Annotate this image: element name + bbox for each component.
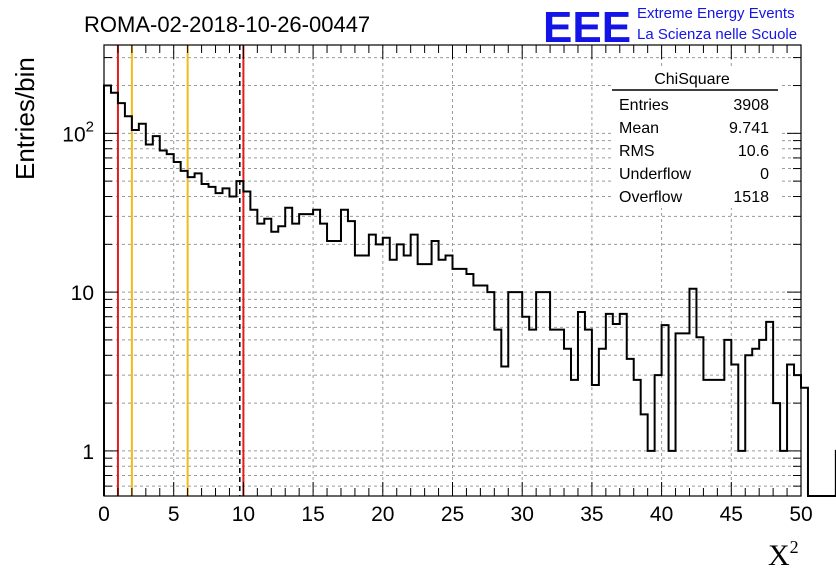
stats-name: ChiSquare — [654, 71, 730, 88]
x-tick-label: 10 — [232, 503, 255, 526]
y-tick-label: 1 — [82, 441, 94, 464]
eee-logo: EEE Extreme Energy Events La Scienza nel… — [543, 3, 797, 52]
stats-rows: Entries 3908 Mean 9.741 RMS 10.6 Underflow 0 Ove… — [619, 97, 769, 206]
y-tick-label: 102 — [62, 118, 94, 146]
stats-label-overflow: Overflow — [619, 189, 683, 206]
x-tick-label: 5 — [168, 503, 180, 526]
x-tick-label: 35 — [580, 503, 603, 526]
y-tick-label-sup: 2 — [86, 118, 94, 135]
x-axis-label-base: X — [768, 539, 790, 572]
stats-box: ChiSquare Entries 3908 Mean 9.741 RMS 10.6 Und… — [612, 68, 780, 208]
stats-value-overflow: 1518 — [733, 189, 769, 206]
stats-label-entries: Entries — [619, 97, 669, 114]
vertical-marker-lines — [116, 45, 245, 496]
chart-title: ROMA-02-2018-10-26-00447 — [84, 12, 370, 37]
logo-line-2: La Scienza nelle Scuole — [637, 26, 797, 43]
x-axis-label-sup: 2 — [790, 537, 799, 557]
y-tick-label: 10 — [71, 282, 94, 305]
x-tick-label: 0 — [98, 503, 110, 526]
x-tick-label: 15 — [301, 503, 324, 526]
y-axis-label: Entries/bin — [10, 57, 40, 180]
stats-box-background — [612, 68, 780, 208]
stats-label-rms: RMS — [619, 143, 655, 160]
stats-label-mean: Mean — [619, 120, 659, 137]
y-tick-label-base: 1 — [82, 441, 94, 464]
stats-value-mean: 9.741 — [729, 120, 769, 137]
histogram-series — [103, 84, 836, 497]
y-tick-label-base: 10 — [71, 282, 94, 305]
stats-value-underflow: 0 — [760, 166, 769, 183]
stats-value-entries: 3908 — [733, 97, 769, 114]
x-tick-label: 30 — [511, 503, 534, 526]
x-tick-label: 20 — [371, 503, 394, 526]
stats-value-rms: 10.6 — [738, 143, 769, 160]
x-tick-label: 40 — [650, 503, 673, 526]
logo-text: EEE — [543, 3, 631, 52]
y-tick-label-base: 10 — [62, 123, 85, 146]
x-tick-label: 45 — [720, 503, 743, 526]
x-axis-label: X2 — [768, 537, 799, 572]
x-tick-label: 50 — [789, 503, 812, 526]
logo-line-1: Extreme Energy Events — [637, 5, 795, 22]
x-tick-label: 25 — [441, 503, 464, 526]
stats-label-underflow: Underflow — [619, 166, 691, 183]
